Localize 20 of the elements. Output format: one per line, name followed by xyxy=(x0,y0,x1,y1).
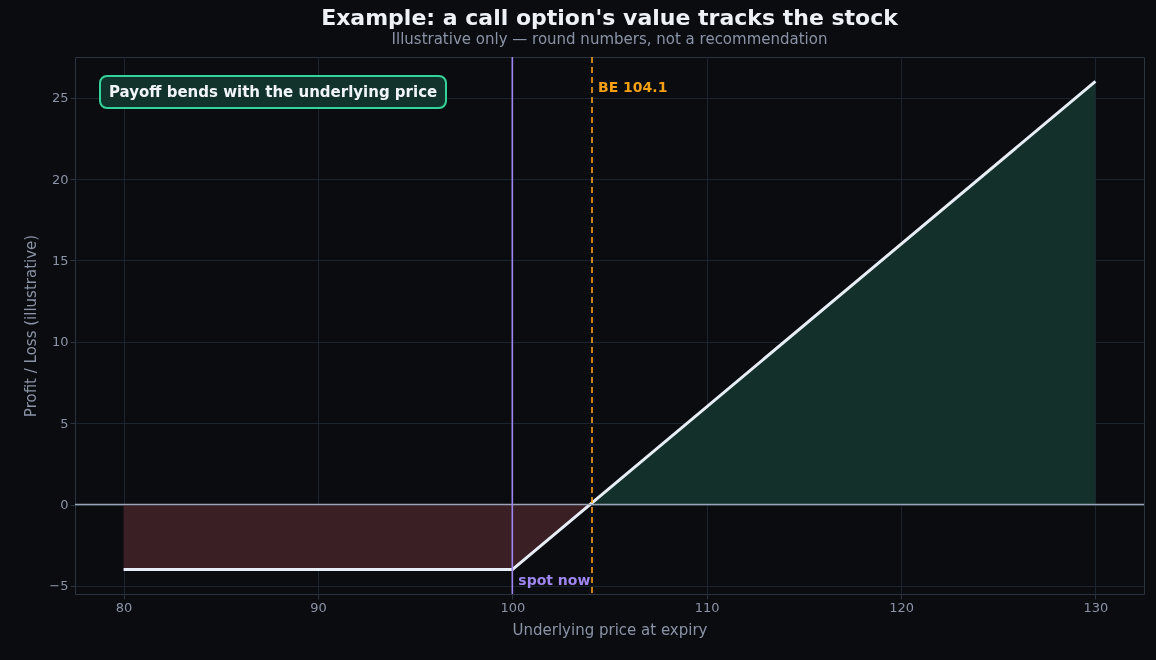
x-tick-label: 110 xyxy=(694,599,720,615)
y-axis-title: Profit / Loss (illustrative) xyxy=(22,234,41,418)
y-tick-label: 5 xyxy=(60,415,69,431)
annotation: Payoff bends with the underlying price xyxy=(99,75,448,109)
chart-subtitle: Illustrative only — round numbers, not a recommendation xyxy=(391,30,828,49)
chart-title: Example: a call option's value tracks the stock xyxy=(321,5,900,31)
x-axis-title: Underlying price at expiry xyxy=(512,620,708,639)
y-tick-label: 20 xyxy=(51,171,69,187)
x-tick-label: 90 xyxy=(310,599,327,615)
ref-line-label: BE 104.1 xyxy=(598,79,668,95)
y-tick-label: −5 xyxy=(49,578,69,594)
ref-line-label: spot now xyxy=(518,572,591,588)
y-tick-label: 10 xyxy=(51,334,69,350)
y-tick-label: 25 xyxy=(51,90,69,106)
y-tick-label: 0 xyxy=(60,497,69,512)
x-tick-label: 80 xyxy=(115,599,133,615)
x-tick-label: 100 xyxy=(500,599,526,615)
y-tick-label: 15 xyxy=(51,252,69,268)
x-tick-label: 120 xyxy=(889,599,914,615)
x-tick-label: 130 xyxy=(1083,599,1109,615)
